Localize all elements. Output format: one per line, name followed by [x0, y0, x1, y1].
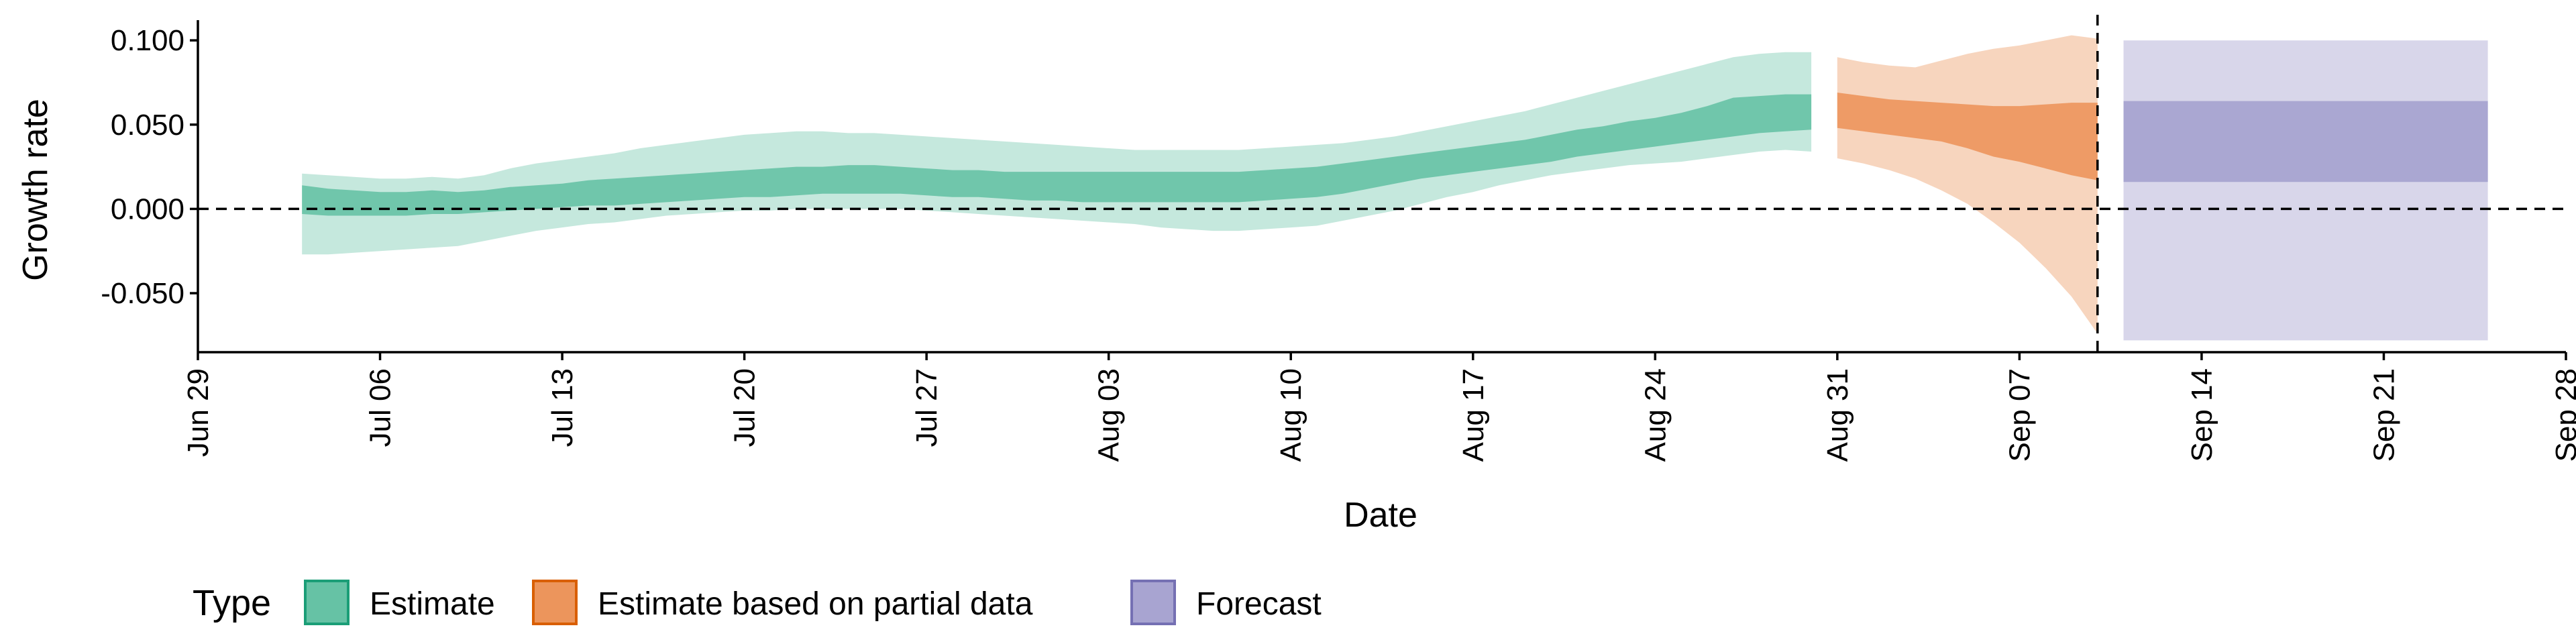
- x-tick-label: Jun 29: [182, 368, 215, 457]
- x-tick-label: Aug 17: [1457, 368, 1490, 462]
- band-layer: [302, 35, 2488, 341]
- legend: Type Estimate Estimate based on partial d…: [193, 580, 1322, 625]
- x-tick-label: Aug 24: [1639, 368, 1672, 462]
- x-tick-label: Jul 06: [364, 368, 397, 447]
- estimate-band-50: [302, 94, 1812, 216]
- x-axis-title: Date: [1344, 496, 1417, 535]
- axes: -0.050 0.000 0.050 0.100 Jun 29 Jul 06 Jul 13 J…: [101, 20, 2576, 462]
- estimate-band-90: [302, 52, 1812, 255]
- y-tick-label: 0.100: [111, 24, 184, 57]
- estimate-based-on-partial-data-band-90: [1837, 35, 2098, 334]
- legend-label-forecast: Forecast: [1196, 586, 1322, 622]
- y-tick-label: 0.000: [111, 193, 184, 225]
- x-tick-label: Jul 27: [910, 368, 943, 447]
- x-tick-label: Sep 07: [2003, 368, 2036, 462]
- y-axis-title: Growth rate: [16, 99, 55, 281]
- legend-key-estimate: [304, 580, 350, 625]
- x-tick-label: Jul 13: [546, 368, 579, 447]
- x-tick-label: Aug 10: [1275, 368, 1307, 462]
- reference-lines: [198, 15, 2566, 352]
- x-tick-label: Sep 14: [2186, 368, 2218, 462]
- x-tick-label: Aug 03: [1093, 368, 1126, 462]
- forecast-band-90: [2123, 40, 2488, 341]
- x-tick-label: Sep 21: [2368, 368, 2401, 462]
- x-tick-label: Aug 31: [1821, 368, 1854, 462]
- estimate-based-on-partial-data-band-50: [1837, 93, 2098, 180]
- legend-title: Type: [193, 583, 271, 623]
- forecast-band-50: [2123, 101, 2488, 182]
- legend-key-forecast: [1130, 580, 1176, 625]
- legend-label-estimate-based-on-partial-data: Estimate based on partial data: [598, 586, 1033, 622]
- y-tick-label: 0.050: [111, 109, 184, 142]
- legend-key-estimate-based-on-partial-data: [532, 580, 578, 625]
- y-tick-label: -0.050: [101, 277, 184, 310]
- legend-label-estimate: Estimate: [370, 586, 495, 622]
- x-tick-label: Jul 20: [729, 368, 761, 447]
- x-tick-label: Sep 28: [2550, 368, 2576, 462]
